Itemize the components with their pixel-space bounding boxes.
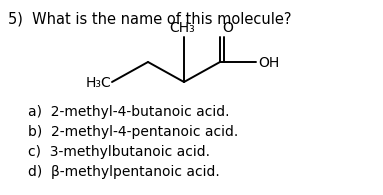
Text: a)  2-methyl-4-butanoic acid.: a) 2-methyl-4-butanoic acid. bbox=[28, 105, 229, 119]
Text: H₃C: H₃C bbox=[85, 76, 111, 90]
Text: OH: OH bbox=[258, 56, 279, 70]
Text: c)  3-methylbutanoic acid.: c) 3-methylbutanoic acid. bbox=[28, 145, 210, 159]
Text: d)  β-methylpentanoic acid.: d) β-methylpentanoic acid. bbox=[28, 165, 220, 179]
Text: O: O bbox=[222, 21, 233, 35]
Text: b)  2-methyl-4-pentanoic acid.: b) 2-methyl-4-pentanoic acid. bbox=[28, 125, 238, 139]
Text: CH₃: CH₃ bbox=[169, 21, 195, 35]
Text: 5)  What is the name of this molecule?: 5) What is the name of this molecule? bbox=[8, 12, 291, 27]
